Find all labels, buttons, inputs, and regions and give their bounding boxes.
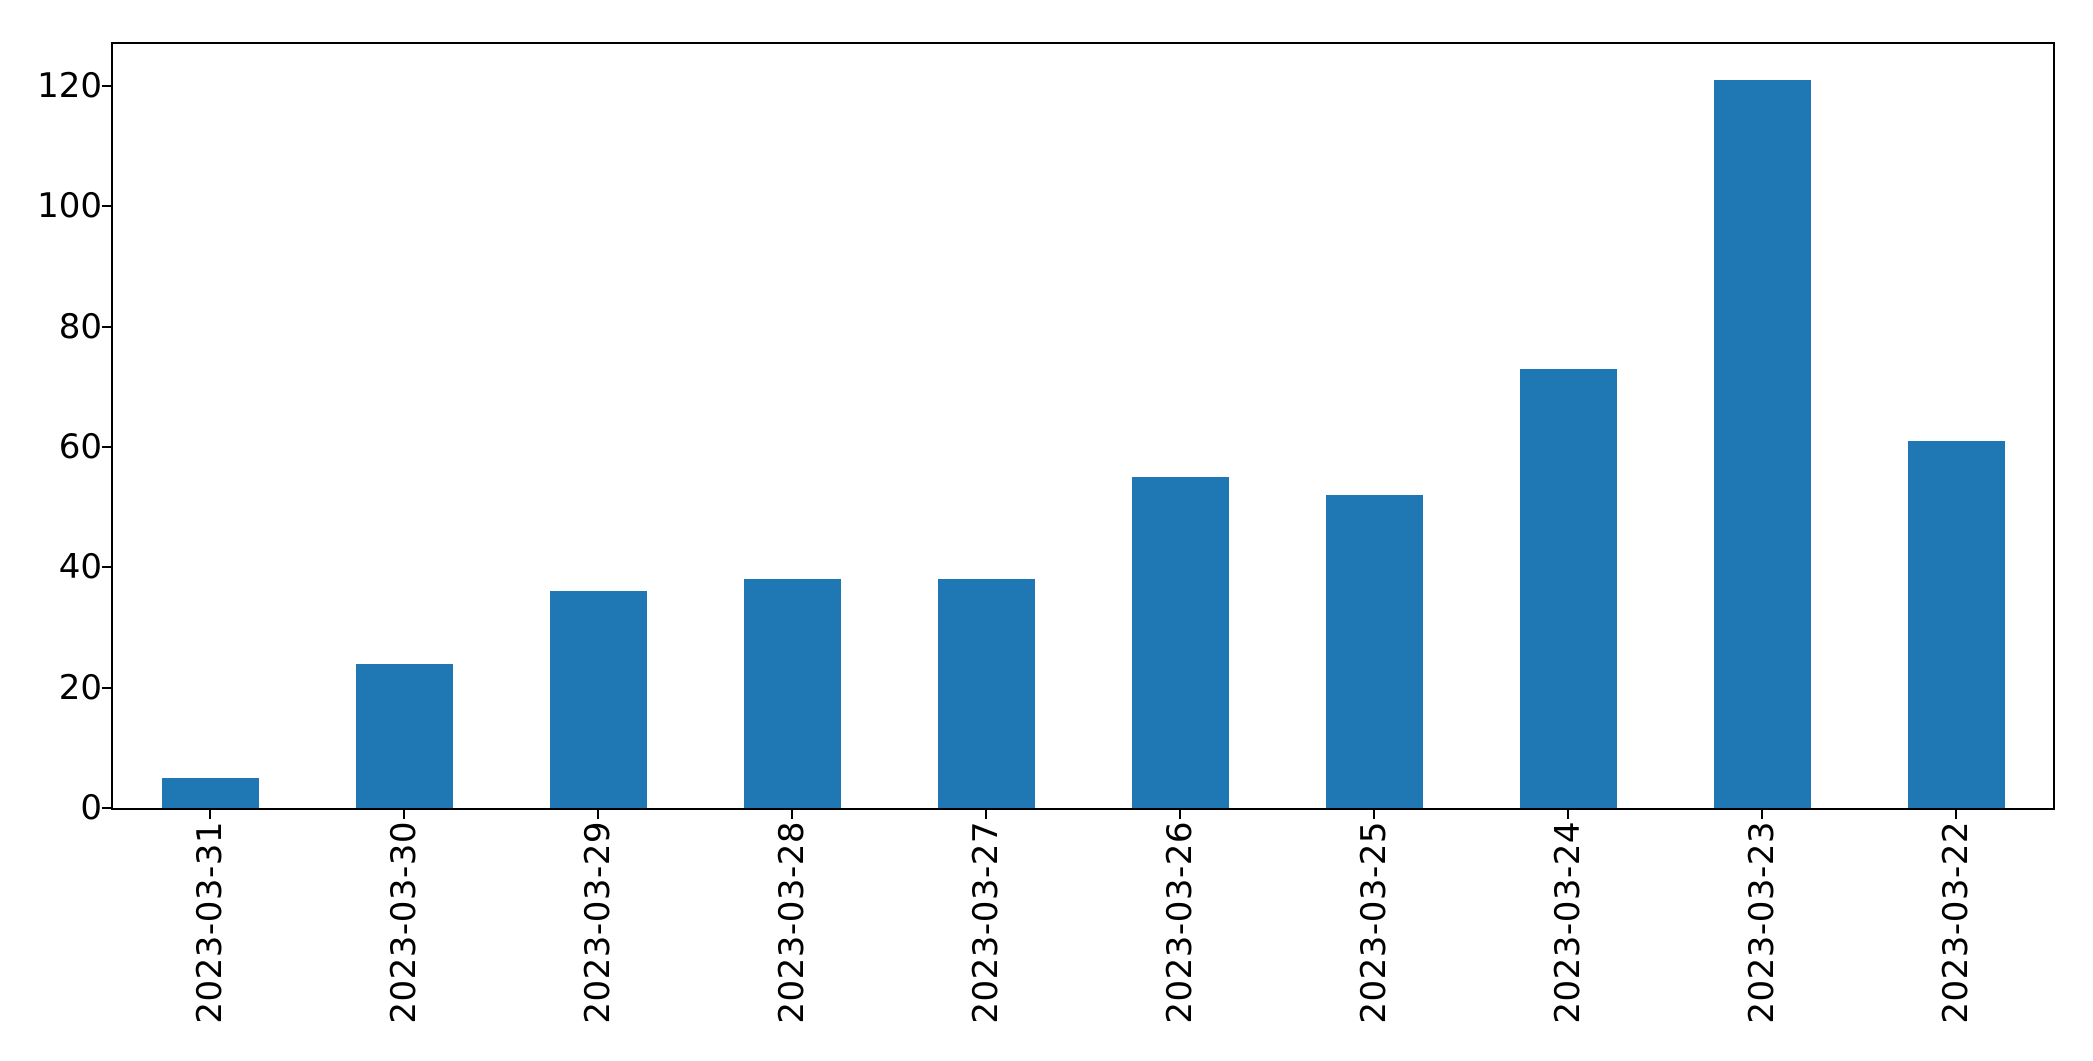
bar-2023-03-25 <box>1325 495 1423 808</box>
bar-2023-03-26 <box>1131 477 1229 808</box>
x-axis-tick <box>1179 810 1181 819</box>
x-axis-tick-label: 2023-03-30 <box>384 821 424 1024</box>
x-axis-tick <box>403 810 405 819</box>
y-axis-tick-label: 120 <box>37 66 102 107</box>
y-axis-tick-label: 100 <box>37 186 102 227</box>
y-axis-tick <box>102 85 111 88</box>
bar-2023-03-27 <box>937 579 1035 808</box>
y-axis-tick <box>102 566 111 569</box>
x-axis-tick-label: 2023-03-26 <box>1160 821 1200 1024</box>
y-axis-tick-label: 20 <box>58 667 102 708</box>
y-axis-tick <box>102 325 111 328</box>
x-axis-tick <box>1567 810 1569 819</box>
y-axis-tick-label: 80 <box>58 306 102 347</box>
x-axis-tick <box>985 810 987 819</box>
y-axis-tick-label: 60 <box>58 427 102 468</box>
x-axis-tick-label: 2023-03-31 <box>190 821 230 1024</box>
bar-2023-03-29 <box>549 591 647 808</box>
y-axis-tick <box>102 686 111 689</box>
x-axis-tick <box>209 810 211 819</box>
y-axis-tick-label: 40 <box>58 547 102 588</box>
x-axis-tick-label: 2023-03-24 <box>1548 821 1588 1024</box>
bar-2023-03-23 <box>1713 80 1811 808</box>
x-axis-tick-label: 2023-03-27 <box>966 821 1006 1024</box>
bar-2023-03-31 <box>161 777 259 808</box>
x-axis-tick <box>791 810 793 819</box>
x-axis-tick <box>1955 810 1957 819</box>
bar-2023-03-28 <box>743 579 841 808</box>
bar-2023-03-30 <box>355 663 453 808</box>
x-axis-tick-label: 2023-03-25 <box>1354 821 1394 1024</box>
x-axis-tick-label: 2023-03-29 <box>578 821 618 1024</box>
y-axis-tick-label: 0 <box>80 788 102 828</box>
x-axis-tick <box>597 810 599 819</box>
y-axis-tick <box>102 446 111 449</box>
x-axis-tick <box>1761 810 1763 819</box>
y-axis-tick <box>102 205 111 208</box>
bar-2023-03-22 <box>1907 441 2005 808</box>
x-axis-tick-label: 2023-03-22 <box>1936 821 1976 1024</box>
bar-2023-03-24 <box>1519 368 1617 808</box>
y-axis-tick <box>102 807 111 809</box>
x-axis-tick-label: 2023-03-23 <box>1742 821 1782 1024</box>
x-axis-tick-label: 2023-03-28 <box>772 821 812 1024</box>
x-axis-tick <box>1373 810 1375 819</box>
